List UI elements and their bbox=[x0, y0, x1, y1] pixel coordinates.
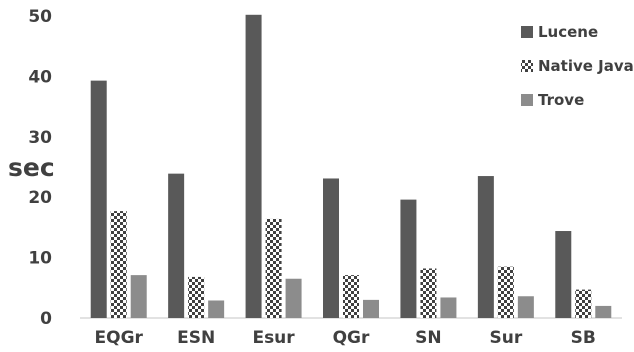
x-axis-ticks: EQGr ESN Esur QGr SN Sur SB bbox=[95, 328, 596, 348]
bar-trove-sb bbox=[595, 305, 612, 318]
bar-trove-esur bbox=[285, 278, 302, 318]
bar-lucene-sn bbox=[400, 199, 417, 318]
bar-lucene-qgr bbox=[323, 178, 339, 318]
legend-label: Trove bbox=[538, 91, 584, 109]
legend-swatch-lucene bbox=[521, 26, 533, 38]
bar-lucene-esur bbox=[245, 14, 262, 319]
bar-lucene-esn bbox=[168, 173, 185, 318]
x-tick-label: SB bbox=[571, 328, 596, 348]
bar-lucene-eqgr bbox=[90, 80, 107, 319]
legend-label: Lucene bbox=[538, 23, 598, 41]
bar-native-java-sn bbox=[420, 268, 437, 318]
bars-group bbox=[90, 14, 612, 319]
bar-trove-qgr bbox=[363, 299, 379, 318]
bar-lucene-sur bbox=[477, 176, 494, 318]
bar-native-java-sb bbox=[575, 289, 592, 318]
legend: Lucene Native Java Trove bbox=[521, 23, 634, 109]
x-tick-label: EQGr bbox=[95, 328, 144, 348]
x-tick-label: Sur bbox=[489, 328, 522, 348]
y-tick-label: 50 bbox=[28, 7, 52, 27]
x-tick-label: QGr bbox=[333, 328, 370, 348]
x-tick-label: ESN bbox=[177, 328, 215, 348]
bar-native-java-eqgr bbox=[110, 211, 127, 318]
x-tick-label: SN bbox=[415, 328, 441, 348]
bar-trove-esn bbox=[208, 300, 225, 318]
y-tick-label: 40 bbox=[28, 67, 52, 87]
x-tick-label: Esur bbox=[252, 328, 295, 348]
legend-swatch-native-java bbox=[521, 60, 533, 72]
y-axis-ticks: 0 10 20 30 40 50 bbox=[28, 7, 52, 329]
y-tick-label: 0 bbox=[40, 309, 52, 329]
y-tick-label: 10 bbox=[28, 249, 52, 269]
bar-lucene-sb bbox=[555, 231, 572, 318]
bar-native-java-sur bbox=[497, 266, 514, 318]
bar-trove-sn bbox=[440, 297, 457, 318]
bar-trove-sur bbox=[517, 296, 534, 318]
y-tick-label: 30 bbox=[28, 128, 52, 148]
y-tick-label: 20 bbox=[28, 188, 52, 208]
bar-native-java-qgr bbox=[343, 275, 359, 318]
y-axis-title: sec bbox=[8, 153, 55, 182]
bar-native-java-esur bbox=[265, 218, 282, 318]
bar-native-java-esn bbox=[188, 276, 205, 318]
bar-trove-eqgr bbox=[130, 275, 147, 318]
legend-swatch-trove bbox=[521, 94, 533, 106]
legend-label: Native Java bbox=[538, 57, 634, 75]
